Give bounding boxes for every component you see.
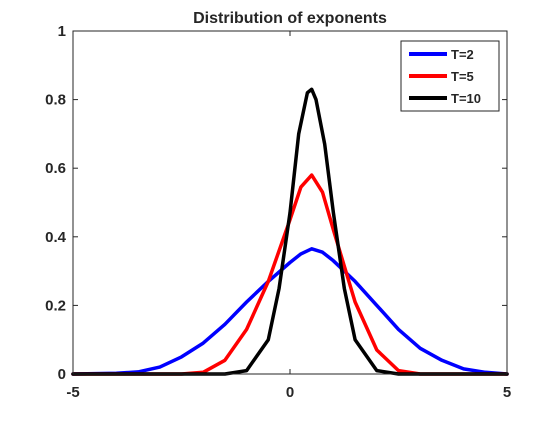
- chart-title: Distribution of exponents: [193, 10, 387, 27]
- x-tick-label: 0: [286, 384, 294, 401]
- series-line-3: [71, 87, 509, 376]
- legend-label-3: T=10: [451, 91, 481, 106]
- y-tick-label: 0.8: [45, 92, 66, 109]
- x-tick-label: 5: [503, 384, 511, 401]
- y-tick-label: 0: [58, 366, 66, 383]
- legend: T=2 T=5 T=10: [400, 40, 500, 112]
- y-tick-label: 0.4: [45, 229, 67, 246]
- series-line-2: [71, 173, 509, 376]
- y-tick-label: 0.2: [45, 297, 66, 314]
- y-tick-label: 1: [58, 23, 66, 40]
- x-tick-label: -5: [66, 384, 79, 401]
- legend-label-2: T=5: [451, 69, 474, 84]
- legend-label-1: T=2: [451, 47, 474, 62]
- series-layer: [71, 87, 509, 376]
- y-tick-label: 0.6: [45, 160, 66, 177]
- axes-layer: -5 0 500.20.40.60.81: [45, 23, 511, 401]
- series-line-1: [71, 247, 509, 376]
